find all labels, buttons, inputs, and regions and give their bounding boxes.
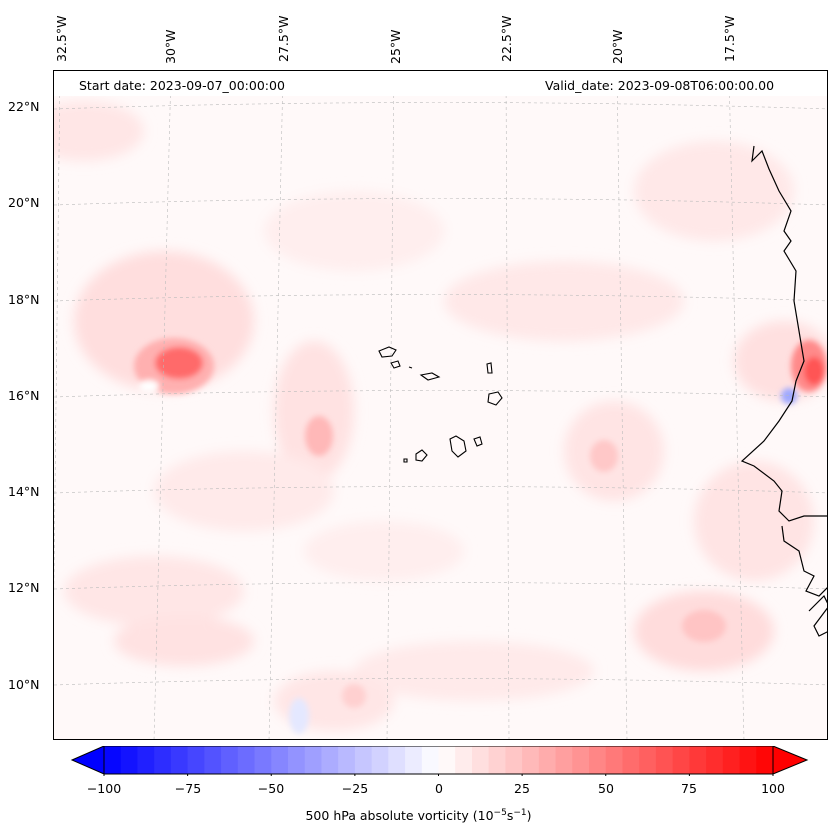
colorbar-cell (237, 746, 256, 774)
colorbar-cell (254, 746, 272, 774)
lat-label-14n: 14°N (8, 484, 40, 499)
colorbar-cell (271, 746, 289, 774)
colorbar (70, 746, 809, 776)
lon-label-27.5w: 27.5°W (276, 15, 291, 62)
map-panel (53, 70, 828, 740)
date-header-band (54, 71, 827, 96)
colorbar-cell (639, 746, 657, 774)
lat-label-16n: 16°N (8, 388, 40, 403)
colorbar-tick-label: 25 (514, 781, 530, 796)
colorbar-min-extend (70, 746, 105, 775)
vorticity-field (54, 101, 827, 731)
lat-label-18n: 18°N (8, 292, 40, 307)
lat-label-10n: 10°N (8, 677, 40, 692)
colorbar-cell (739, 746, 757, 774)
colorbar-cell (187, 746, 205, 774)
colorbar-cell (405, 746, 423, 774)
colorbar-cell (488, 746, 506, 774)
colorbar-cell (204, 746, 222, 774)
lat-label-12n: 12°N (8, 580, 40, 595)
colorbar-cell (471, 746, 490, 774)
colorbar-tick-label: −100 (86, 781, 122, 796)
map-canvas (54, 71, 827, 739)
colorbar-cell (120, 746, 138, 774)
lon-label-22.5w: 22.5°W (499, 15, 514, 62)
colorbar-cell (104, 746, 122, 774)
lon-label-17.5w: 17.5°W (722, 15, 737, 62)
colorbar-cell (354, 746, 373, 774)
colorbar-cell (555, 746, 573, 774)
colorbar-cell (605, 746, 623, 774)
colorbar-cell (137, 746, 155, 774)
colorbar-title-prefix: 500 hPa absolute vorticity (10 (305, 808, 494, 824)
colorbar-cell (304, 746, 322, 774)
colorbar-cell (421, 746, 439, 774)
colorbar-cell (221, 746, 239, 774)
colorbar-cell (338, 746, 356, 774)
colorbar-tick-label: −75 (174, 781, 202, 796)
colorbar-max-extend (772, 746, 809, 775)
colorbar-cell (170, 746, 189, 774)
lon-label-25w: 25°W (388, 29, 403, 64)
lon-label-30w: 30°W (163, 29, 178, 64)
vorticity-core (134, 338, 827, 734)
colorbar-cell (287, 746, 306, 774)
colorbar-title-exp1: −5 (493, 808, 507, 818)
colorbar-tick-label: 50 (598, 781, 614, 796)
colorbar-tick-label: −25 (341, 781, 369, 796)
colorbar-cell (505, 746, 523, 774)
lat-label-22n: 22°N (8, 99, 40, 114)
colorbar-cell (438, 746, 456, 774)
colorbar-cell (522, 746, 540, 774)
colorbar-title-suffix: ) (526, 808, 532, 824)
colorbar-cell (154, 746, 172, 774)
valid-date-label: Valid_date: 2023-09-08T06:00:00.00 (545, 78, 775, 93)
colorbar-cell (388, 746, 406, 774)
lon-label-32.5w: 32.5°W (54, 15, 69, 62)
colorbar-cell (655, 746, 674, 774)
colorbar-title-mid: s (506, 808, 514, 824)
lon-label-20w: 20°W (610, 29, 625, 64)
colorbar-cell (589, 746, 607, 774)
colorbar-cells (104, 746, 774, 774)
colorbar-cell (706, 746, 724, 774)
colorbar-title: 500 hPa absolute vorticity (10−5s−1) (0, 808, 837, 823)
colorbar-title-exp2: −1 (513, 808, 527, 818)
colorbar-cell (622, 746, 640, 774)
colorbar-cell (672, 746, 690, 774)
colorbar-cell (572, 746, 590, 774)
colorbar-tick-label: −50 (257, 781, 285, 796)
colorbar-tick-label: 0 (435, 781, 443, 796)
colorbar-cell (689, 746, 707, 774)
start-date-label: Start date: 2023-09-07_00:00:00 (79, 78, 285, 93)
cabo-verde-islands (378, 346, 503, 463)
colorbar-cell (756, 746, 774, 774)
colorbar-ticks (103, 774, 774, 776)
colorbar-cell (321, 746, 339, 774)
graticule (54, 71, 827, 739)
colorbar-tick-label: 100 (761, 781, 785, 796)
colorbar-tick-label: 75 (681, 781, 697, 796)
colorbar-cell (722, 746, 741, 774)
colorbar-cell (455, 746, 473, 774)
colorbar-cell (538, 746, 557, 774)
colorbar-cell (371, 746, 389, 774)
coastline (740, 145, 827, 637)
lat-label-20n: 20°N (8, 195, 40, 210)
